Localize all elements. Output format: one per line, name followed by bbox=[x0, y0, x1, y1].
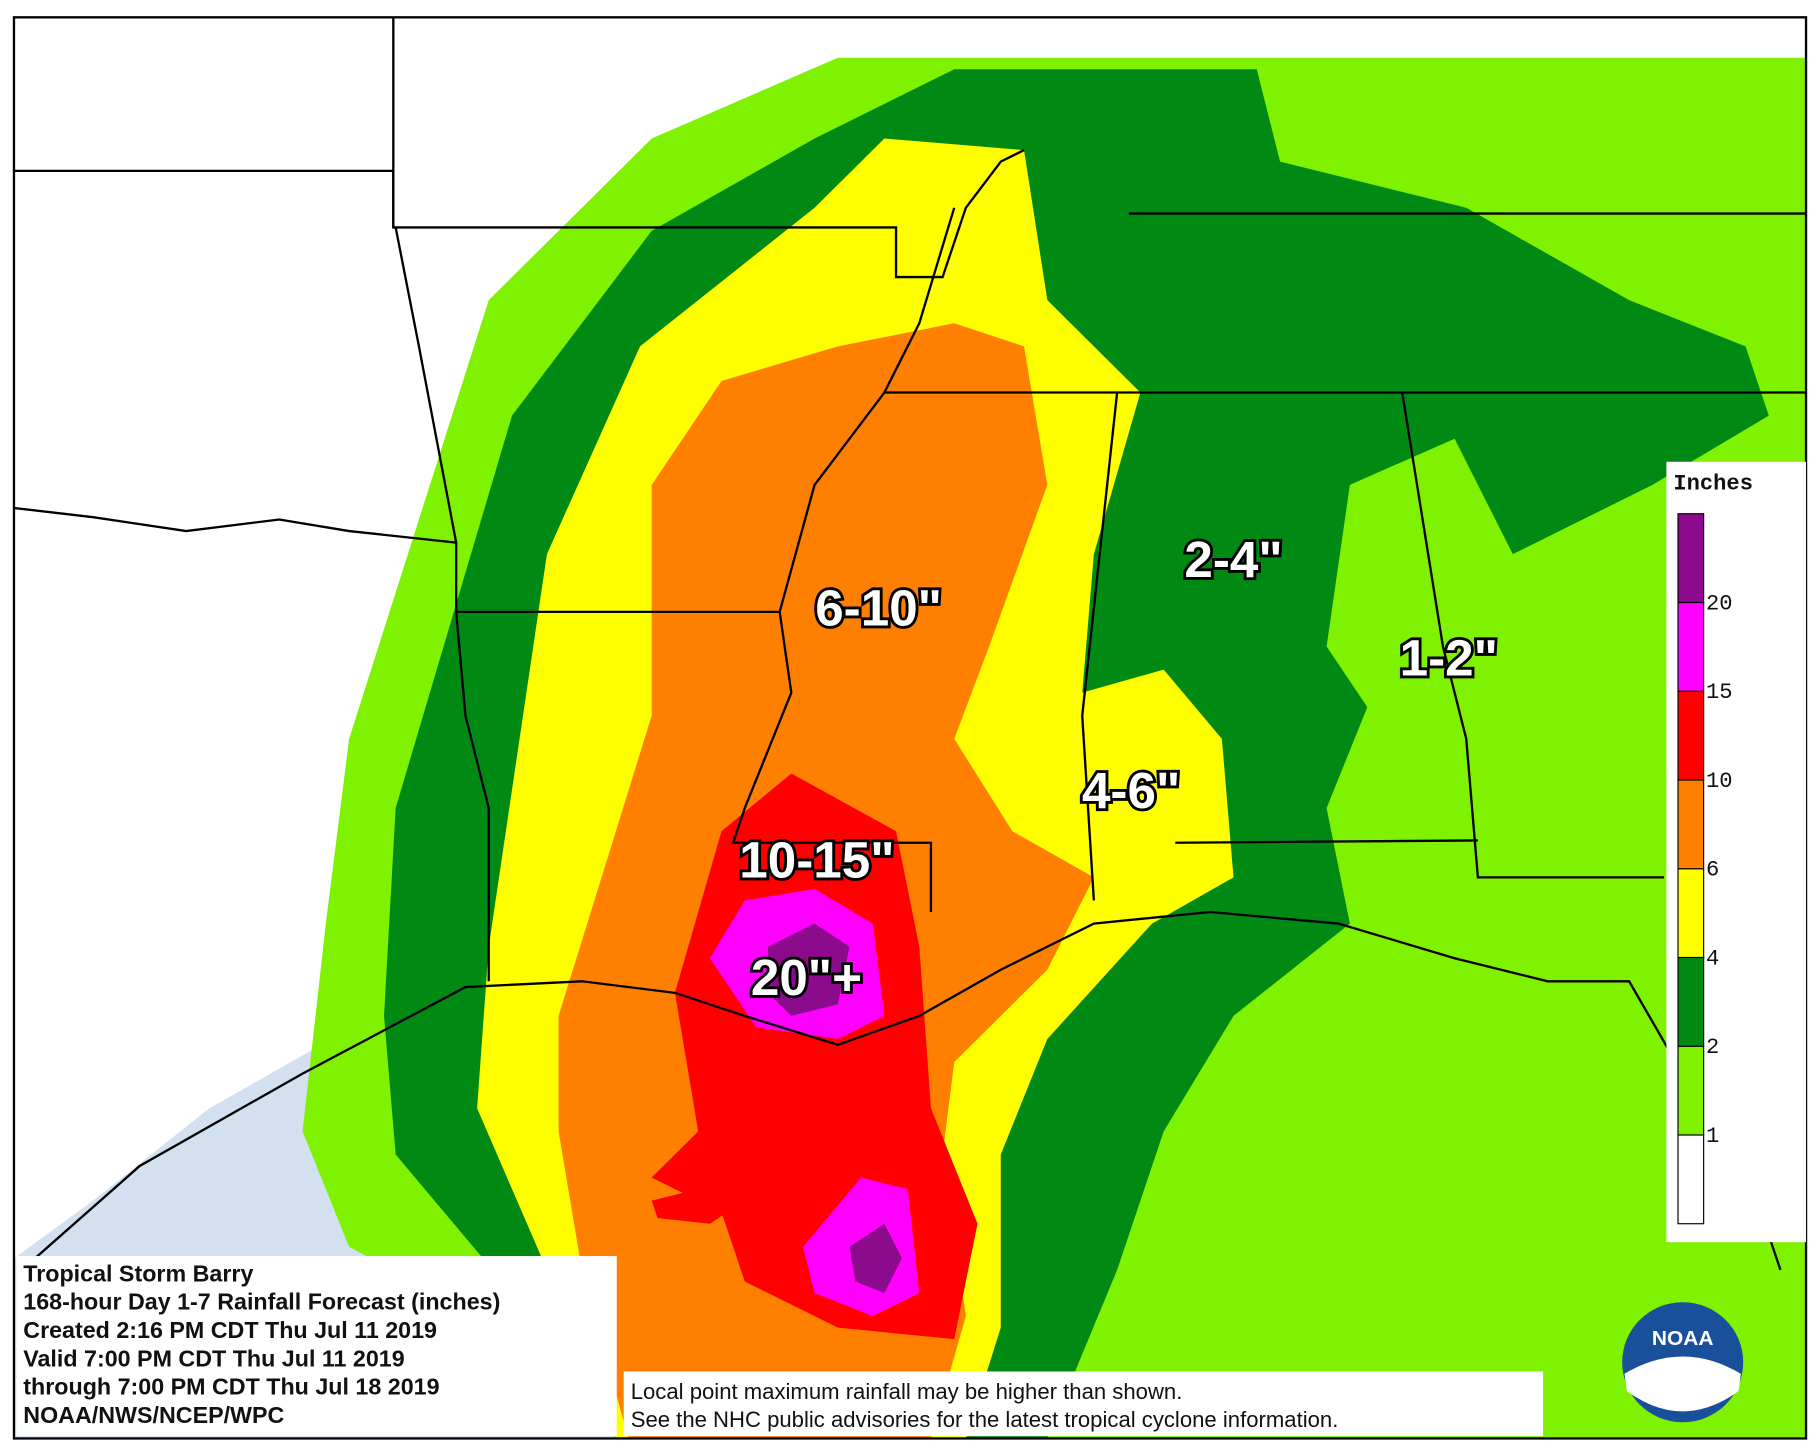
noaa-logo: NOAA bbox=[1622, 1302, 1744, 1423]
region-label: 1-2" bbox=[1400, 630, 1498, 687]
legend-tick-label: 20 bbox=[1706, 591, 1733, 616]
state-border bbox=[1128, 212, 1807, 844]
legend-swatch bbox=[1677, 513, 1705, 604]
rain-20-plus-offshore bbox=[849, 1223, 902, 1293]
legend-scale: 1 2 4 6 10 15 20 bbox=[1677, 513, 1733, 1225]
rain-20-plus bbox=[768, 923, 850, 1016]
legend-tick-label: 15 bbox=[1706, 680, 1733, 705]
info-line: NOAA/NWS/NCEP/WPC bbox=[23, 1402, 284, 1428]
legend-tick-label: 10 bbox=[1706, 769, 1733, 794]
river-border bbox=[731, 207, 956, 913]
legend-swatch bbox=[1677, 1134, 1705, 1225]
state-border bbox=[884, 391, 1807, 901]
disclaimer: See the NHC public advisories for the la… bbox=[631, 1407, 1339, 1432]
coastline bbox=[34, 910, 1782, 1271]
logo-bird bbox=[1624, 1356, 1741, 1412]
info-line: 168-hour Day 1-7 Rainfall Forecast (inch… bbox=[23, 1289, 500, 1315]
legend-tick-label: 2 bbox=[1706, 1035, 1719, 1060]
region-label: 2-4" bbox=[1184, 531, 1282, 588]
legend-swatch bbox=[1677, 601, 1705, 692]
info-line: through 7:00 PM CDT Thu Jul 18 2019 bbox=[23, 1374, 439, 1400]
legend-tick-label: 1 bbox=[1706, 1124, 1719, 1149]
legend-swatch bbox=[1677, 779, 1705, 870]
legend: Inches 1 2 4 6 10 15 20 bbox=[1666, 461, 1807, 1243]
logo-text: NOAA bbox=[1652, 1327, 1714, 1350]
legend-swatch bbox=[1677, 956, 1705, 1047]
disclaimer-box bbox=[623, 1371, 1544, 1437]
rain-10-15-band bbox=[651, 1189, 745, 1224]
region-label: 10-15" bbox=[739, 832, 894, 889]
legend-swatch bbox=[1677, 690, 1705, 781]
legend-swatch bbox=[1677, 868, 1705, 959]
rain-1-2-inner bbox=[1326, 438, 1513, 716]
info-line: Tropical Storm Barry bbox=[23, 1261, 253, 1287]
legend-title: Inches bbox=[1673, 472, 1753, 497]
info-line: Valid 7:00 PM CDT Thu Jul 11 2019 bbox=[23, 1345, 405, 1371]
legend-swatch bbox=[1677, 1045, 1705, 1136]
legend-tick-label: 4 bbox=[1706, 946, 1719, 971]
region-label: 20"+ bbox=[751, 949, 862, 1006]
disclaimer: Local point maximum rainfall may be high… bbox=[631, 1379, 1183, 1404]
map-area bbox=[12, 16, 1808, 1440]
region-label: 6-10" bbox=[815, 580, 942, 637]
state-border bbox=[13, 506, 457, 544]
legend-tick-label: 6 bbox=[1706, 858, 1719, 883]
region-label: 4-6" bbox=[1082, 762, 1180, 819]
info-box bbox=[16, 1256, 617, 1437]
info-line: Created 2:16 PM CDT Thu Jul 11 2019 bbox=[23, 1317, 437, 1343]
